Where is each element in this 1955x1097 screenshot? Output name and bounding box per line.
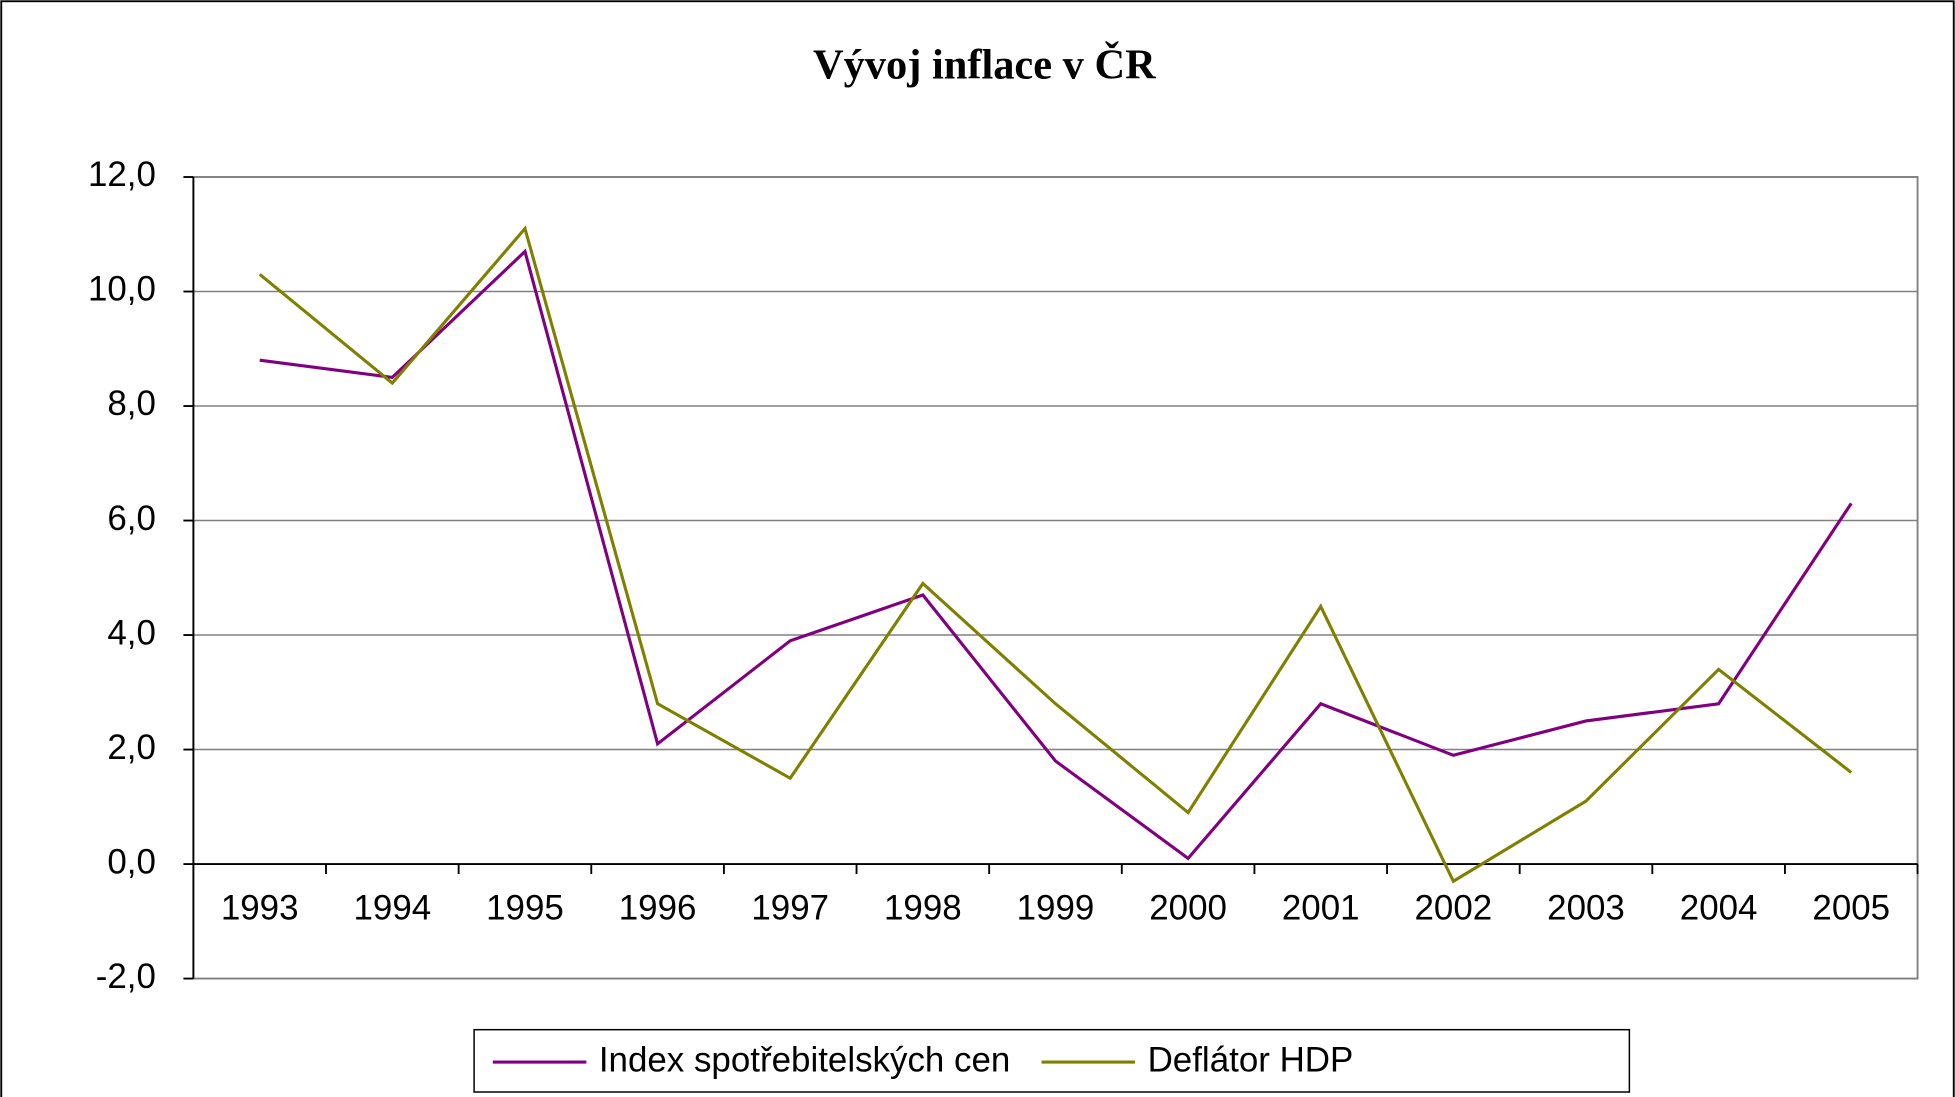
legend-box — [473, 1028, 1631, 1093]
y-tick-label: 4,0 — [107, 613, 156, 652]
x-tick-label: 2004 — [1680, 888, 1758, 927]
y-tick-label: 10,0 — [88, 270, 156, 309]
plot-area — [192, 176, 1919, 980]
legend-label: Index spotřebitelských cen — [599, 1040, 1011, 1079]
x-tick-label: 1998 — [884, 888, 962, 927]
x-tick-label: 1999 — [1017, 888, 1095, 927]
y-tick-label: -2,0 — [96, 957, 156, 996]
y-tick-label: 8,0 — [107, 384, 156, 423]
x-tick-label: 2000 — [1149, 888, 1227, 927]
y-tick-label: 6,0 — [107, 499, 156, 538]
x-tick-label: 2003 — [1547, 888, 1625, 927]
y-tick-label: 12,0 — [88, 155, 156, 194]
line-series — [258, 225, 1853, 884]
x-tick-label: 1993 — [221, 888, 299, 927]
chart-title: Vývoj inflace v ČR — [813, 40, 1156, 88]
x-tick-label: 2002 — [1415, 888, 1493, 927]
x-tick-label: 1996 — [619, 888, 697, 927]
x-tick-label: 2005 — [1812, 888, 1890, 927]
line-series — [259, 248, 1853, 861]
x-tick-label: 1997 — [751, 888, 829, 927]
x-tick-label: 2001 — [1282, 888, 1360, 927]
legend-label: Deflátor HDP — [1148, 1040, 1354, 1079]
x-tick-label: 1994 — [353, 888, 431, 927]
y-tick-label: 0,0 — [107, 842, 156, 881]
y-tick-label: 2,0 — [107, 728, 156, 767]
x-tick-label: 1995 — [486, 888, 564, 927]
